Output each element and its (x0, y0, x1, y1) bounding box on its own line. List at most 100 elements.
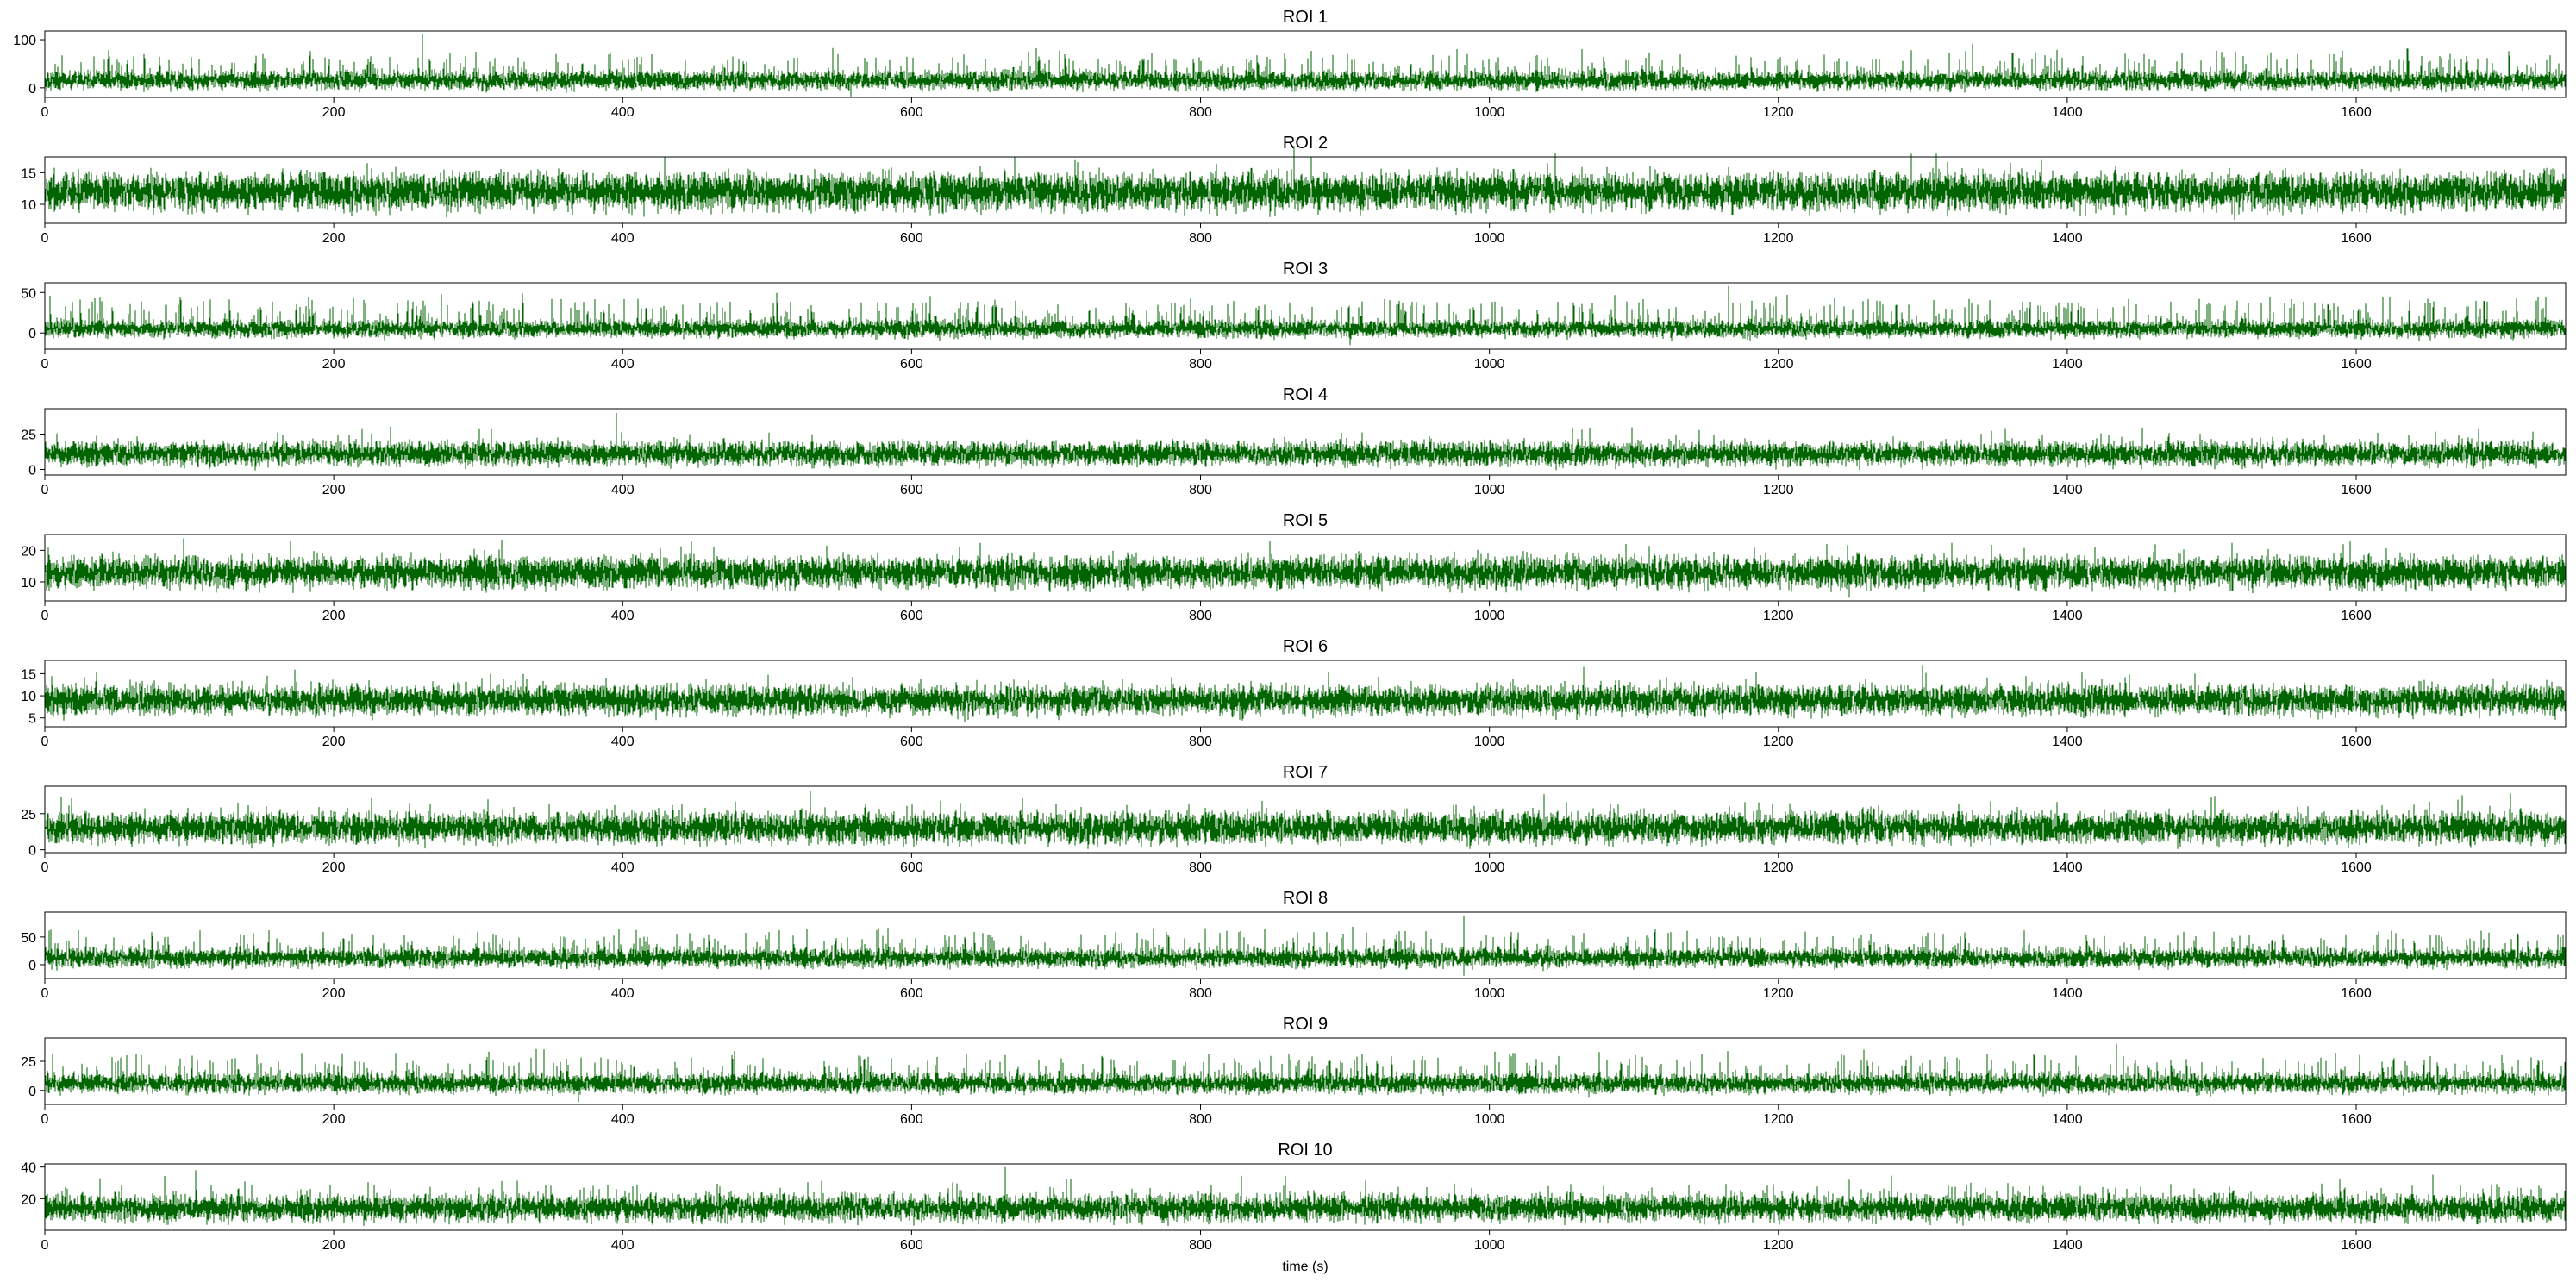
axes-frame (44, 30, 2567, 98)
trace-line (44, 916, 2567, 976)
x-tick-label: 400 (611, 860, 635, 875)
axes-frame (44, 156, 2567, 224)
trace-line (44, 538, 2567, 598)
x-tick-label: 600 (900, 860, 923, 875)
x-tick-label: 600 (900, 609, 923, 623)
x-tick-label: 400 (611, 1112, 635, 1127)
x-tick-label: 1000 (1474, 860, 1505, 875)
x-tick-label: 1200 (1763, 483, 1794, 497)
axes-frame (44, 534, 2567, 602)
panel-title: ROI 1 (1283, 8, 1328, 27)
panel-title: ROI 6 (1283, 637, 1328, 656)
x-tick-label: 1200 (1763, 735, 1794, 749)
x-tick-label: 1200 (1763, 1112, 1794, 1127)
roi-panel: ROI 7 0 200 400 600 800 1000 1200 1400 1600 0 25 (21, 763, 2567, 875)
x-tick-label: 600 (900, 105, 923, 120)
x-tick-label: 800 (1189, 1112, 1212, 1127)
x-tick-label: 400 (611, 609, 635, 623)
y-tick-label: 15 (21, 667, 36, 682)
x-tick-label: 0 (41, 1112, 49, 1127)
y-tick-label: 20 (21, 544, 36, 559)
x-tick-label: 600 (900, 357, 923, 372)
x-tick-label: 400 (611, 357, 635, 372)
trace-line (44, 285, 2567, 346)
panel-title: ROI 3 (1283, 260, 1328, 278)
x-tick-label: 1400 (2052, 483, 2083, 497)
x-tick-label: 1200 (1763, 357, 1794, 372)
x-tick-label: 400 (611, 735, 635, 749)
x-tick-label: 1000 (1474, 483, 1505, 497)
x-tick-label: 0 (41, 735, 49, 749)
trace-line (44, 34, 2567, 97)
x-tick-label: 1600 (2341, 986, 2372, 1001)
x-tick-label: 1400 (2052, 357, 2083, 372)
x-tick-label: 0 (41, 1238, 49, 1253)
x-tick-label: 1400 (2052, 860, 2083, 875)
x-tick-label: 200 (322, 986, 346, 1001)
x-tick-label: 1600 (2341, 1112, 2372, 1127)
x-tick-label: 600 (900, 1238, 923, 1253)
x-axis-label: time (s) (1282, 1260, 1328, 1274)
x-tick-label: 400 (611, 231, 635, 246)
roi-panel: ROI 8 0 200 400 600 800 1000 1200 1400 1600 0 50 (21, 889, 2567, 1001)
y-tick-label: 50 (21, 286, 36, 301)
panel-title: ROI 7 (1283, 763, 1328, 782)
x-tick-label: 0 (41, 609, 49, 623)
y-tick-label: 20 (21, 1192, 36, 1207)
x-tick-label: 800 (1189, 609, 1212, 623)
x-tick-label: 1400 (2052, 231, 2083, 246)
x-tick-label: 400 (611, 105, 635, 120)
y-tick-label: 25 (21, 1055, 36, 1070)
roi-panel: ROI 2 0 200 400 600 800 1000 1200 1400 1600 10 15 (21, 134, 2567, 246)
x-tick-label: 1600 (2341, 231, 2372, 246)
x-tick-label: 1600 (2341, 483, 2372, 497)
trace-line (44, 1043, 2567, 1103)
x-tick-label: 1600 (2341, 735, 2372, 749)
x-tick-label: 1400 (2052, 1112, 2083, 1127)
x-tick-label: 600 (900, 986, 923, 1001)
x-tick-label: 1400 (2052, 609, 2083, 623)
axes-frame (44, 1163, 2567, 1231)
x-tick-label: 600 (900, 231, 923, 246)
y-tick-label: 10 (21, 690, 36, 704)
y-tick-label: 10 (21, 576, 36, 591)
y-tick-label: 100 (13, 34, 36, 48)
x-tick-label: 0 (41, 860, 49, 875)
x-tick-label: 600 (900, 483, 923, 497)
x-tick-label: 800 (1189, 231, 1212, 246)
y-tick-label: 25 (21, 808, 36, 822)
panel-title: ROI 10 (1278, 1141, 1332, 1160)
trace-line (44, 1166, 2567, 1226)
x-tick-label: 0 (41, 483, 49, 497)
x-tick-label: 1000 (1474, 357, 1505, 372)
trace-line (44, 665, 2567, 722)
roi-panel: ROI 4 0 200 400 600 800 1000 1200 1400 1600 0 25 (21, 385, 2567, 497)
y-tick-label: 50 (21, 931, 36, 946)
x-tick-label: 200 (322, 860, 346, 875)
roi-panel: ROI 5 0 200 400 600 800 1000 1200 1400 1600 10 20 (21, 511, 2567, 623)
x-tick-label: 200 (322, 231, 346, 246)
x-tick-label: 1200 (1763, 860, 1794, 875)
x-tick-label: 800 (1189, 105, 1212, 120)
x-tick-label: 1000 (1474, 1112, 1505, 1127)
x-tick-label: 800 (1189, 483, 1212, 497)
y-tick-label: 0 (28, 463, 36, 478)
panel-title: ROI 8 (1283, 889, 1328, 908)
axes-frame (44, 660, 2567, 728)
panel-title: ROI 4 (1283, 385, 1328, 404)
axes-frame (44, 408, 2567, 476)
x-tick-label: 800 (1189, 1238, 1212, 1253)
y-tick-label: 0 (28, 1085, 36, 1099)
x-tick-label: 0 (41, 986, 49, 1001)
axes-frame (44, 1037, 2567, 1105)
x-tick-label: 1000 (1474, 735, 1505, 749)
x-tick-label: 1200 (1763, 231, 1794, 246)
x-tick-label: 200 (322, 357, 346, 372)
panel-title: ROI 5 (1283, 511, 1328, 530)
x-tick-label: 1600 (2341, 105, 2372, 120)
x-tick-label: 800 (1189, 986, 1212, 1001)
panel-title: ROI 9 (1283, 1015, 1328, 1034)
panel-title: ROI 2 (1283, 134, 1328, 153)
x-tick-label: 1600 (2341, 609, 2372, 623)
